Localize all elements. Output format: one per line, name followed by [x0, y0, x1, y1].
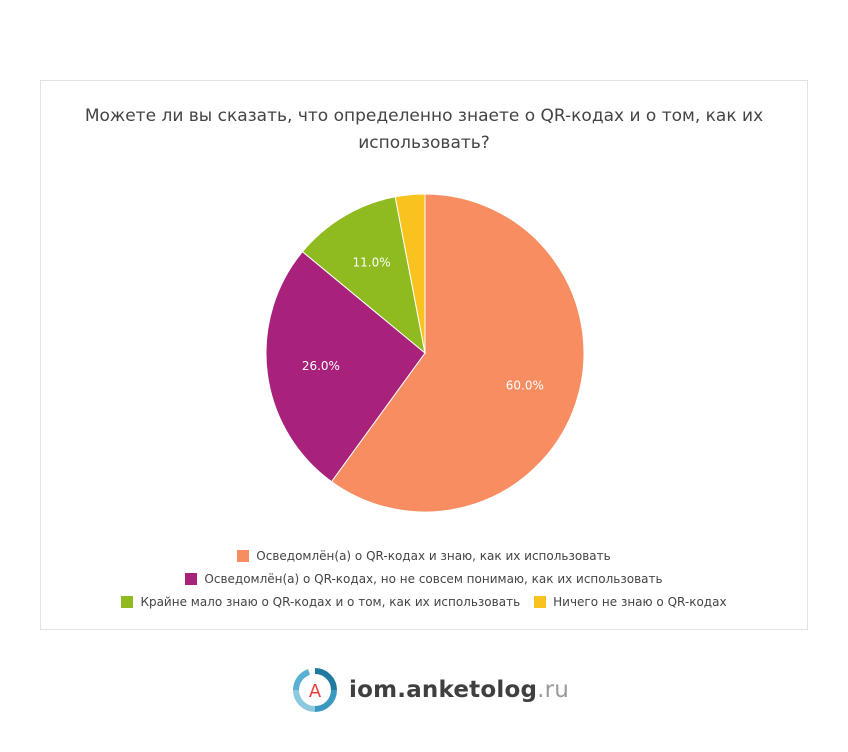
legend-item-aware-and-know[interactable]: Осведомлён(а) о QR-кодах и знаю, как их …	[237, 548, 611, 563]
pie-chart: 60.0% 26.0% 11.0%	[265, 193, 585, 513]
pie-slice-aware-and-know[interactable]	[330, 193, 585, 513]
pie-data-label: 60.0%	[506, 378, 544, 392]
pie-slice-know-little[interactable]	[301, 196, 426, 355]
logo-mark: A	[309, 681, 322, 702]
legend-swatch	[121, 595, 134, 608]
logo-suffix: .ru	[537, 677, 570, 703]
logo-text: iom.anketolog.ru	[349, 677, 569, 703]
chart-title: Можете ли вы сказать, что определенно зн…	[41, 103, 807, 157]
legend-swatch	[534, 595, 547, 608]
pie-data-label: 26.0%	[302, 359, 340, 373]
logo-name: iom.anketolog	[349, 677, 538, 703]
pie-slice-know-nothing[interactable]	[394, 193, 426, 354]
legend-label: Осведомлён(а) о QR-кодах, но не совсем п…	[204, 571, 663, 586]
legend-label: Осведомлён(а) о QR-кодах и знаю, как их …	[256, 548, 611, 563]
legend-item-know-nothing[interactable]: Ничего не знаю о QR-кодах	[534, 594, 727, 609]
legend-item-aware-not-understand[interactable]: Осведомлён(а) о QR-кодах, но не совсем п…	[185, 571, 663, 586]
brand-logo[interactable]: A iom.anketolog.ru	[293, 668, 569, 712]
pie-slice-aware-not-understand[interactable]	[265, 250, 426, 483]
legend-label: Крайне мало знаю о QR-кодах и о том, как…	[140, 594, 521, 609]
legend-swatch	[185, 572, 198, 585]
legend-row-3: Крайне мало знаю о QR-кодах и о том, как…	[41, 590, 807, 613]
legend: Осведомлён(а) о QR-кодах и знаю, как их …	[41, 544, 807, 613]
legend-label: Ничего не знаю о QR-кодах	[553, 594, 727, 609]
pie-data-label: 11.0%	[353, 256, 391, 270]
chart-card: Можете ли вы сказать, что определенно зн…	[40, 80, 808, 630]
chart-title-line-1: Можете ли вы сказать, что определенно зн…	[84, 106, 764, 126]
legend-swatch	[237, 549, 250, 562]
anketolog-logo-icon: A	[293, 668, 337, 712]
chart-title-line-2: использовать?	[358, 133, 490, 153]
legend-item-know-little[interactable]: Крайне мало знаю о QR-кодах и о том, как…	[121, 595, 520, 609]
legend-row-1: Осведомлён(а) о QR-кодах и знаю, как их …	[41, 544, 807, 567]
legend-row-2: Осведомлён(а) о QR-кодах, но не совсем п…	[41, 567, 807, 590]
